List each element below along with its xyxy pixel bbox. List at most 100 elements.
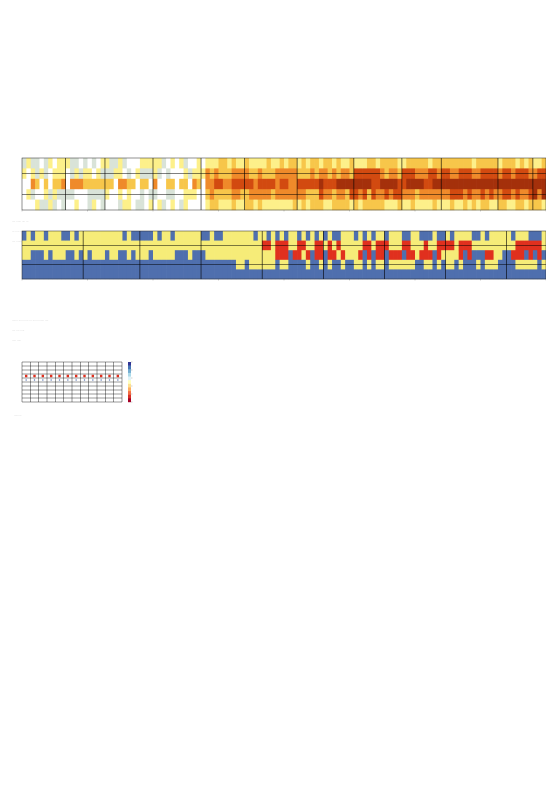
heatmap-cell [288, 231, 294, 241]
heatmap-cell [340, 231, 346, 241]
heatmap-cell [476, 158, 481, 169]
heatmap-cell [91, 231, 97, 241]
heatmap-cell [109, 158, 114, 169]
heatmap-cell [244, 178, 250, 190]
heatmap-cell [135, 158, 141, 169]
heatmap-cell [458, 269, 464, 280]
heatmap-cell [91, 250, 97, 261]
heatmap-cell [240, 269, 245, 280]
heatmap-cell [83, 199, 88, 211]
heatmap-cell [179, 250, 184, 261]
heatmap-cell [126, 231, 132, 241]
heatmap-cell [345, 231, 350, 241]
heatmap-cell [83, 250, 88, 261]
heatmap-cell [327, 250, 333, 261]
heatmap-cell [148, 250, 154, 261]
heatmap-cell [144, 269, 149, 280]
heatmap-cell [266, 178, 272, 190]
heatmap-cell [423, 269, 429, 280]
heatmap-cell [78, 269, 84, 280]
heatmap-cell [458, 250, 464, 261]
heatmap-cell [305, 158, 311, 169]
heatmap-cell [100, 231, 106, 241]
heatmap-cell [301, 158, 307, 169]
heatmap-cell [201, 250, 206, 261]
heatmap-cell [118, 269, 123, 280]
heatmap-cell [432, 231, 438, 241]
heatmap-cell [419, 158, 425, 169]
heatmap-cell [192, 250, 197, 261]
heatmap-cell [528, 231, 534, 241]
heatmap-cell [340, 158, 346, 169]
heatmap-cell [218, 178, 224, 190]
heatmap-cell [179, 158, 184, 169]
heatmap-cell [436, 199, 442, 211]
heatmap-cell [537, 231, 542, 241]
heatmap-cell [537, 269, 542, 280]
heatmap-cell [170, 199, 176, 211]
chart2-note-3: ····· ····· [12, 338, 22, 342]
heatmap-cell [78, 178, 84, 190]
heatmap-cell [48, 178, 53, 190]
heatmap-cell [96, 231, 101, 241]
heatmap-cell [240, 178, 245, 190]
heatmap-cell [275, 250, 280, 261]
heatmap-cell [445, 199, 451, 211]
heatmap-cell [118, 178, 123, 190]
heatmap-cell [537, 199, 542, 211]
heatmap-cell [65, 250, 71, 261]
heatmap-cell [528, 199, 534, 211]
heatmap-cell [74, 231, 80, 241]
heatmap-cell [528, 250, 534, 261]
heatmap-cell [78, 231, 84, 241]
heatmap-cell [310, 231, 315, 241]
heatmap-cell [537, 178, 542, 190]
heatmap-cell [35, 199, 40, 211]
heatmap-cell [353, 158, 359, 169]
heatmap-cell [139, 250, 145, 261]
heatmap-cell [541, 199, 546, 211]
heatmap-cell [109, 269, 114, 280]
heatmap-cell [183, 231, 189, 241]
heatmap-cell [122, 178, 128, 190]
heatmap-cell [340, 250, 346, 261]
heatmap-cell [323, 269, 328, 280]
heatmap-cell [187, 250, 193, 261]
heatmap-cell [323, 158, 328, 169]
heatmap-cell [253, 231, 259, 241]
heatmap-cell [358, 178, 363, 190]
heatmap-cell [305, 231, 311, 241]
heatmap-cell [371, 250, 376, 261]
highlight-cell [116, 374, 120, 378]
heatmap-cell [157, 178, 163, 190]
heatmap-cell [126, 250, 132, 261]
heatmap-cell [104, 269, 110, 280]
heatmap-cell [30, 231, 36, 241]
heatmap-cell [415, 269, 420, 280]
heatmap-cell [65, 178, 71, 190]
heatmap-cell [541, 158, 546, 169]
heatmap-cell [454, 250, 459, 261]
heatmap-cell [327, 231, 333, 241]
heatmap-cell [131, 158, 136, 169]
heatmap-cell [318, 269, 324, 280]
heatmap-cell [56, 269, 62, 280]
heatmap-cell [366, 269, 372, 280]
heatmap-cell [519, 158, 525, 169]
heatmap-cell [61, 178, 66, 190]
heatmap-cell [423, 250, 429, 261]
heatmap-cell [375, 269, 381, 280]
heatmap-cell [135, 269, 141, 280]
heatmap-cell [279, 231, 285, 241]
heatmap-cell [61, 231, 66, 241]
heatmap-cell [61, 250, 66, 261]
heatmap-cell [35, 231, 40, 241]
heatmap-cell [153, 178, 158, 190]
heatmap-cell [284, 269, 289, 280]
heatmap-cell [52, 269, 58, 280]
heatmap-cell [56, 199, 62, 211]
heatmap-cell [493, 158, 499, 169]
heatmap-cell [449, 199, 455, 211]
heatmap-cell [380, 269, 385, 280]
secondary-cell [67, 379, 69, 381]
